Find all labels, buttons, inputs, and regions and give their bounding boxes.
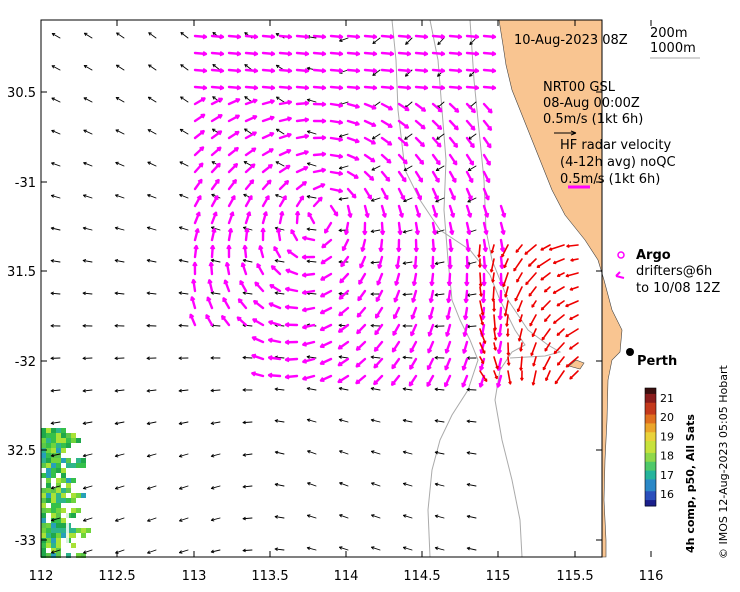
drifters-label-1: drifters@6h xyxy=(636,264,712,279)
lon-tick-label: 114 xyxy=(334,569,359,584)
nrt-label-2: 08-Aug 00:00Z xyxy=(543,96,640,111)
lon-tick-label: 116 xyxy=(639,569,664,584)
land-mass xyxy=(498,19,623,558)
colorbar-title: 4h comp, p50, All Sats xyxy=(684,414,697,553)
hf-label-1: HF radar velocity xyxy=(560,138,672,153)
lat-tick-label: 30.5 xyxy=(7,86,36,101)
colorbar-ticks: 21 20 19 18 17 16 xyxy=(660,392,674,501)
hf-label-3: 0.5m/s (1kt 6h) xyxy=(560,172,660,187)
lon-tick-label: 115 xyxy=(486,569,511,584)
drifters-label-2: to 10/08 12Z xyxy=(636,281,720,296)
colorbar-tick-label: 21 xyxy=(660,392,674,405)
rottnest-island xyxy=(568,359,585,370)
lon-tick-label: 112 xyxy=(29,569,54,584)
date-label: 10-Aug-2023 08Z xyxy=(514,33,628,48)
hf-radar-arrows xyxy=(189,33,507,388)
colorbar-tick-label: 19 xyxy=(660,430,674,443)
lon-tick-label: 112.5 xyxy=(98,569,135,584)
colorbar-tick-label: 18 xyxy=(660,450,674,463)
depth-legend-200: 200m xyxy=(650,26,687,41)
lat-tick-label: -31 xyxy=(15,176,36,191)
lon-tick-label: 113 xyxy=(182,569,207,584)
lon-tick-label: 114.5 xyxy=(403,569,440,584)
lat-tick-label: -33 xyxy=(15,534,36,549)
drifter-legend-arrow xyxy=(615,271,625,279)
hf-label-2: (4-12h avg) noQC xyxy=(560,155,676,170)
colorbar-tick-label: 16 xyxy=(660,488,674,501)
lat-tick-label: -32 xyxy=(15,355,36,370)
depth-legend-1000: 1000m xyxy=(650,41,696,56)
drifter-arrows xyxy=(477,244,579,386)
credit-label: © IMOS 12-Aug-2023 05:05 Hobart xyxy=(717,365,730,559)
lat-axis: 30.5 -31 31.5 -32 32.5 -33 xyxy=(7,86,602,549)
lon-tick-label: 115.5 xyxy=(556,569,593,584)
lat-tick-label: 31.5 xyxy=(7,265,36,280)
lon-tick-label: 113.5 xyxy=(251,569,288,584)
isobath-shelf xyxy=(469,19,562,359)
nrt-label-3: 0.5m/s (1kt 6h) xyxy=(543,112,643,127)
argo-marker xyxy=(617,251,625,259)
argo-label: Argo xyxy=(636,248,671,263)
plot-frame xyxy=(40,19,603,558)
city-label: Perth xyxy=(637,354,677,369)
colorbar-tick-label: 20 xyxy=(660,411,674,424)
nrt-label-1: NRT00 GSL xyxy=(543,80,616,95)
sst-colorbar xyxy=(644,387,657,507)
lat-tick-label: 32.5 xyxy=(7,444,36,459)
colorbar-tick-label: 17 xyxy=(660,469,674,482)
perth-marker xyxy=(626,348,634,356)
lon-axis: 112 112.5 113 113.5 114 114.5 115 115.5 116 xyxy=(29,20,664,584)
